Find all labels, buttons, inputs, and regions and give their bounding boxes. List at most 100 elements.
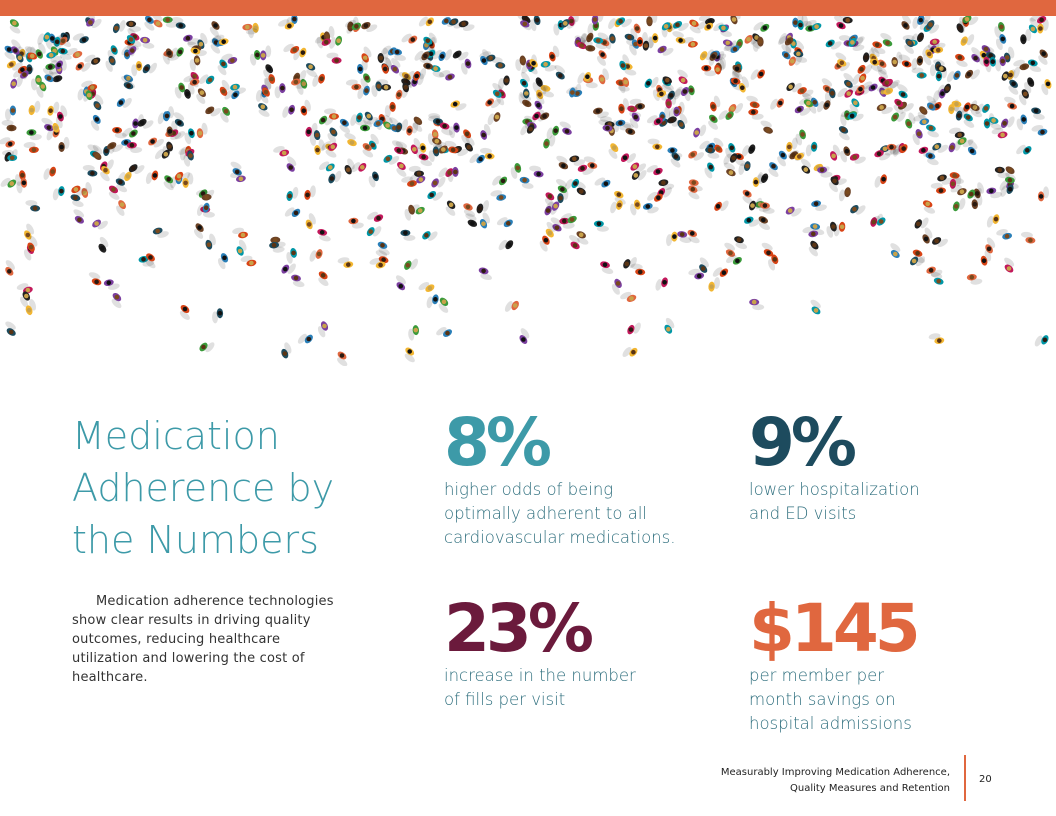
crowd-person bbox=[623, 256, 637, 269]
crowd-person bbox=[971, 47, 981, 63]
desc-line: cardiovascular medications. bbox=[444, 528, 676, 547]
crowd-person bbox=[259, 87, 270, 104]
crowd-person bbox=[4, 45, 16, 60]
crowd-person bbox=[752, 172, 764, 188]
crowd-person bbox=[732, 64, 743, 80]
crowd-person bbox=[447, 166, 459, 183]
crowd-person bbox=[427, 190, 443, 201]
crowd-person bbox=[108, 185, 120, 200]
crowd-person bbox=[1031, 107, 1045, 120]
crowd-person bbox=[305, 213, 316, 230]
crowd-person bbox=[876, 103, 893, 115]
crowd-person bbox=[519, 176, 534, 189]
crowd-person bbox=[1034, 335, 1049, 347]
crowd-person bbox=[966, 273, 983, 285]
crowd-person bbox=[964, 69, 980, 80]
crowd-person bbox=[166, 120, 178, 137]
crowd-person bbox=[11, 39, 21, 55]
crowd-person bbox=[284, 207, 301, 218]
desc-line: optimally adherent to all bbox=[444, 504, 648, 523]
crowd-person bbox=[928, 333, 945, 344]
crowd-person bbox=[872, 41, 886, 55]
crowd-person bbox=[857, 64, 873, 75]
crowd-person bbox=[1028, 17, 1039, 34]
title-line: the Numbers bbox=[72, 518, 319, 562]
crowd-person bbox=[111, 292, 122, 309]
footer-line: Quality Measures and Retention bbox=[789, 783, 950, 794]
crowd-person bbox=[355, 119, 370, 132]
crowd-person bbox=[224, 89, 240, 100]
crowd-person bbox=[698, 16, 715, 25]
crowd-person bbox=[828, 176, 839, 193]
crowd-person bbox=[1016, 144, 1032, 155]
crowd-person bbox=[183, 75, 200, 86]
crowd-person bbox=[712, 267, 729, 277]
crowd-person bbox=[395, 275, 406, 291]
crowd-person bbox=[196, 202, 210, 216]
crowd-person bbox=[642, 203, 659, 214]
crowd-person bbox=[646, 16, 658, 27]
crowd-person bbox=[92, 144, 103, 160]
crowd-person bbox=[430, 65, 445, 78]
crowd-person bbox=[366, 116, 383, 128]
crowd-person bbox=[438, 167, 454, 178]
crowd-person bbox=[20, 291, 31, 308]
crowd-person bbox=[174, 82, 186, 99]
crowd-person bbox=[927, 42, 944, 54]
crowd-person bbox=[16, 46, 27, 63]
crowd-person bbox=[107, 142, 124, 153]
crowd-person bbox=[100, 166, 110, 182]
crowd-person bbox=[496, 217, 513, 228]
crowd-person bbox=[874, 174, 887, 188]
crowd-person bbox=[926, 266, 943, 277]
crowd-person bbox=[664, 317, 675, 334]
crowd-person bbox=[58, 136, 70, 152]
crowd-person bbox=[876, 84, 893, 95]
crowd-person bbox=[171, 17, 186, 29]
crowd-person bbox=[705, 146, 720, 159]
crowd-person bbox=[57, 47, 72, 60]
crowd-person bbox=[988, 117, 1002, 130]
crowd-person bbox=[986, 187, 1003, 199]
crowd-person bbox=[750, 69, 765, 80]
crowd-person bbox=[708, 114, 718, 130]
footer-divider bbox=[964, 755, 966, 801]
crowd-person bbox=[797, 87, 814, 98]
crowd-person bbox=[401, 33, 418, 44]
crowd-person bbox=[1000, 116, 1015, 129]
crowd-person bbox=[636, 31, 648, 47]
crowd-person bbox=[318, 161, 335, 172]
crowd-person bbox=[72, 33, 89, 44]
crowd-person bbox=[662, 76, 674, 91]
crowd-person bbox=[701, 65, 717, 77]
crowd-person bbox=[309, 130, 321, 146]
crowd-person bbox=[723, 153, 738, 165]
crowd-person bbox=[840, 109, 857, 120]
crowd-person bbox=[395, 119, 409, 133]
crowd-person bbox=[994, 166, 1010, 179]
crowd-person bbox=[198, 74, 215, 85]
crowd-person bbox=[469, 153, 485, 164]
crowd-person bbox=[619, 54, 630, 71]
crowd-person bbox=[187, 41, 201, 55]
desc-line: increase in the number bbox=[444, 666, 636, 685]
crowd-person bbox=[658, 179, 675, 191]
crowd-person bbox=[126, 20, 142, 32]
crowd-person bbox=[212, 34, 229, 46]
crowd-person bbox=[337, 351, 348, 366]
crowd-person bbox=[748, 108, 764, 120]
crowd-person bbox=[519, 328, 530, 344]
crowd-person bbox=[193, 223, 204, 239]
crowd-person bbox=[37, 32, 51, 45]
crowd-person bbox=[880, 145, 897, 156]
desc-line: month savings on bbox=[749, 690, 896, 709]
stat-description: per member per month savings on hospital… bbox=[749, 664, 999, 736]
crowd-person bbox=[1037, 18, 1049, 34]
crowd-person bbox=[128, 164, 145, 175]
crowd-person bbox=[351, 162, 367, 173]
crowd-person bbox=[152, 227, 169, 238]
crowd-person bbox=[996, 229, 1013, 240]
crowd-person bbox=[116, 200, 126, 216]
crowd-person bbox=[1018, 89, 1029, 106]
crowd-person bbox=[448, 122, 460, 139]
